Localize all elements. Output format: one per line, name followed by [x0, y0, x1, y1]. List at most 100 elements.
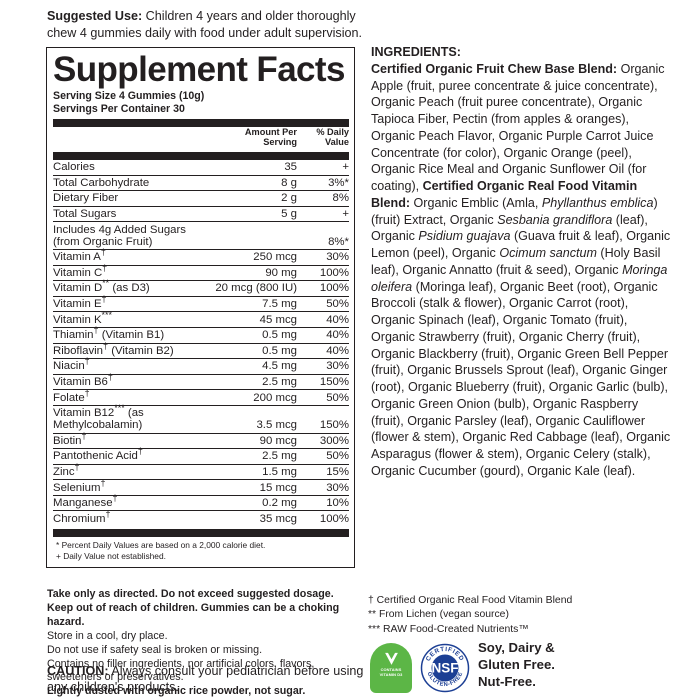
footnote-marker: †	[137, 446, 143, 457]
divider-thick-top	[53, 118, 349, 127]
table-row: Vitamin D** (as D3) 20 mcg (800 IU) 100%	[53, 279, 349, 297]
nutrient-amount: 5 g	[215, 206, 297, 223]
nutrient-daily-value: 8%*	[297, 221, 349, 250]
nutrient-amount: 0.2 mg	[215, 495, 297, 512]
table-row: Selenium† 15 mcg 30%	[53, 478, 349, 496]
caution-block: CAUTION: Always consult your pediatricia…	[47, 663, 377, 696]
nutrient-amount: 1.5 mg	[215, 464, 297, 481]
nutrient-daily-value: 10%	[297, 495, 349, 512]
nutrient-name: Includes 4g Added Sugars (from Organic F…	[53, 221, 216, 250]
nutrient-daily-value: 15%	[297, 464, 349, 481]
table-row: Dietary Fiber 2 g 8%	[53, 190, 349, 207]
ingredient-text: (Holy Basil leaf), Organic Annatto (frui…	[371, 246, 661, 277]
footnote-marker: †	[84, 356, 90, 367]
footnote-marker: †	[105, 508, 111, 519]
vitamin-blend-text: Organic Emblic (Amla, Phyllanthus emblic…	[371, 196, 670, 478]
nutrient-amount: 4.5 mg	[215, 358, 297, 375]
table-row: Thiamin† (Vitamin B1) 0.5 mg 40%	[53, 325, 349, 344]
nutrient-amount: 35	[215, 160, 297, 176]
servings-per-container: Servings Per Container 30	[53, 102, 185, 115]
table-row: Calories 35 +	[53, 160, 349, 176]
nutrient-daily-value: 30%	[297, 358, 349, 375]
nutrient-name: Riboflavin† (Vitamin B2)	[53, 342, 216, 360]
nutrient-daily-value: 40%	[297, 327, 349, 344]
botanical-name: Psidium guajava	[418, 229, 511, 244]
caution-label: CAUTION:	[47, 664, 109, 678]
nutrient-amount: 2 g	[215, 190, 297, 207]
warning-line: Keep out of reach of children. Gummies c…	[47, 601, 340, 628]
nutrient-name: Chromium†	[53, 508, 111, 525]
nutrient-amount: 3.5 mcg	[215, 405, 297, 434]
nsf-center-text: NSF	[432, 661, 459, 676]
vitamin-blend-heading: Certified Organic Real Food Vitamin Blen…	[371, 179, 638, 210]
ingredients-heading: INGREDIENTS:	[371, 45, 461, 59]
legend-line: ** From Lichen (vegan source)	[368, 609, 509, 621]
legend-block: † Certified Organic Real Food Vitamin Bl…	[368, 594, 668, 637]
nutrient-name: Biotin†	[53, 432, 216, 450]
footnote-marker: †	[101, 294, 107, 305]
legend-line: *** RAW Food-Created Nutrients™	[368, 623, 529, 635]
table-row: Vitamin K*** 45 mcg 40%	[53, 310, 349, 328]
nutrient-name: Total Carbohydrate	[53, 175, 216, 192]
free-from-claims: Soy, Dairy & Gluten Free. Nut-Free.	[478, 639, 555, 690]
botanical-name: Moringa oleifera	[371, 262, 668, 294]
footnote-marker: ***	[114, 403, 125, 414]
footnote-marker: †	[93, 325, 99, 336]
nutrient-amount: 2.5 mg	[215, 448, 297, 465]
nutrient-daily-value: 3%*	[297, 175, 349, 192]
header-amount-per-serving: Amount Per Serving	[244, 126, 297, 147]
ingredient-text: ) (fruit) Extract, Organic	[371, 195, 658, 227]
nutrient-name: Vitamin E†	[53, 294, 216, 313]
nutrient-daily-value: 50%	[297, 389, 349, 406]
table-row: Riboflavin† (Vitamin B2) 0.5 mg 40%	[53, 342, 349, 360]
nutrient-daily-value: 40%	[297, 343, 349, 360]
serving-size: Serving Size 4 Gummies (10g)	[53, 89, 205, 102]
nutrient-amount	[215, 221, 297, 250]
table-row: Includes 4g Added Sugars (from Organic F…	[53, 221, 349, 250]
nutrient-daily-value: +	[297, 206, 349, 223]
nutrient-amount: 45 mcg	[215, 311, 297, 328]
nutrient-amount: 250 mcg	[215, 249, 297, 266]
footnote-marker: †	[100, 247, 106, 258]
nutrient-daily-value: 50%	[297, 448, 349, 465]
legend-line: † Certified Organic Real Food Vitamin Bl…	[368, 595, 573, 606]
suggested-use-text: Children 4 years and older thoroughly ch…	[47, 9, 363, 40]
contains-vitamin-d3-badge: CONTAINS VITAMIN D3	[370, 643, 412, 693]
free-from-line: Nut-Free.	[478, 674, 536, 690]
nutrient-name: Vitamin A†	[53, 247, 216, 266]
ingredient-text: (leaf), Organic	[371, 212, 648, 244]
table-row: Vitamin B12*** (as Methylcobalamin) 3.5 m…	[53, 403, 349, 434]
warning-line: Lightly dusted with organic rice powder,…	[47, 685, 306, 698]
footnote-marker: †	[74, 462, 80, 473]
nutrient-daily-value: 40%	[297, 311, 349, 328]
footnote-marker: †	[102, 263, 108, 274]
nutrient-daily-value: 30%	[297, 249, 349, 266]
supplement-facts-panel: Supplement Facts Serving Size 4 Gummies …	[46, 47, 355, 568]
nutrient-amount: 90 mcg	[215, 433, 297, 450]
nutrient-name: Vitamin B6†	[53, 373, 216, 391]
nutrient-daily-value: 30%	[297, 479, 349, 496]
footnote-marker: †	[84, 387, 90, 398]
table-row: Manganese† 0.2 mg 10%	[53, 493, 349, 512]
warning-line: Take only as directed. Do not exceed sug…	[47, 588, 334, 600]
warning-line: Contains no filler ingredients, nor arti…	[47, 657, 315, 670]
free-from-line: Soy, Dairy &	[478, 640, 555, 655]
nutrient-daily-value: 100%	[297, 265, 349, 282]
nutrient-amount: 15 mcg	[215, 479, 297, 496]
caution-text: Always consult your pediatrician before …	[47, 664, 364, 695]
nutrient-name: Zinc†	[53, 462, 216, 481]
footnote-marker: †	[112, 493, 118, 504]
table-row: Total Carbohydrate 8 g 3%*	[53, 175, 349, 192]
nutrient-daily-value: 8%	[297, 190, 349, 207]
nutrient-amount: 2.5 mg	[215, 374, 297, 391]
nutrition-rows-table: Calories 35 + Total Carbohydrate 8 g 3%* Dieta…	[53, 160, 349, 526]
nutrient-daily-value: 150%	[297, 374, 349, 391]
nutrient-name: Manganese†	[53, 493, 216, 512]
nutrient-name: Calories	[53, 160, 216, 176]
nutrient-amount: 8 g	[215, 175, 297, 192]
nutrient-name: Selenium†	[53, 478, 216, 496]
ingredient-text: Organic Emblic (Amla,	[413, 195, 542, 210]
suggested-use-label: Suggested Use:	[47, 9, 143, 23]
nutrient-name: Dietary Fiber	[53, 190, 216, 207]
table-row: Vitamin A† 250 mcg 30%	[53, 247, 349, 266]
